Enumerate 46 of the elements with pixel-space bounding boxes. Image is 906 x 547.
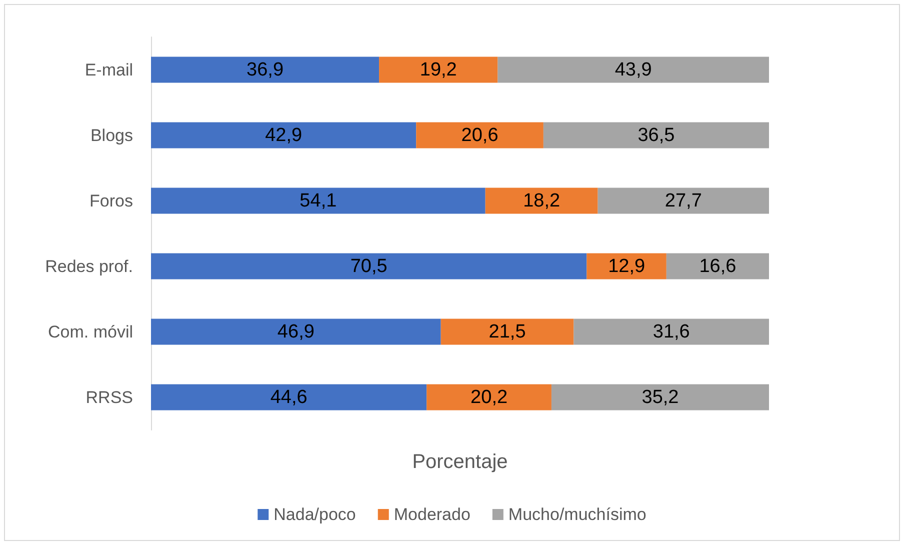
data-label: 44,6 bbox=[270, 386, 308, 408]
bar bbox=[543, 122, 769, 148]
data-label: 16,6 bbox=[699, 256, 736, 277]
bar bbox=[151, 122, 416, 148]
y-tick-label: Foros bbox=[90, 191, 133, 210]
y-tick-label: RRSS bbox=[86, 388, 133, 407]
data-label: 21,5 bbox=[488, 321, 526, 342]
bar bbox=[151, 188, 486, 214]
bar bbox=[498, 56, 769, 83]
data-label: 20,2 bbox=[470, 386, 508, 408]
legend-label: Moderado bbox=[394, 505, 470, 524]
data-label: 46,9 bbox=[277, 321, 314, 342]
data-label: 43,9 bbox=[614, 59, 652, 80]
bar bbox=[426, 384, 552, 410]
y-tick-label: Blogs bbox=[90, 126, 133, 145]
y-tick-label: Redes prof. bbox=[45, 256, 133, 276]
bar bbox=[379, 56, 498, 83]
data-label: 42,9 bbox=[265, 124, 302, 146]
data-label: 12,9 bbox=[608, 256, 646, 277]
bar bbox=[598, 188, 769, 214]
bar bbox=[485, 188, 598, 214]
legend-label: Nada/poco bbox=[274, 505, 356, 524]
legend-label: Mucho/muchísimo bbox=[508, 505, 646, 524]
data-label: 31,6 bbox=[652, 321, 690, 342]
data-label: 70,5 bbox=[350, 256, 388, 277]
x-axis-title: Porcentaje bbox=[412, 451, 508, 473]
data-label: 36,5 bbox=[638, 124, 675, 146]
bar bbox=[416, 122, 544, 148]
data-label: 35,2 bbox=[642, 386, 679, 408]
data-label: 18,2 bbox=[523, 190, 560, 212]
data-label: 36,9 bbox=[246, 59, 284, 80]
data-label: 19,2 bbox=[420, 59, 457, 80]
bar bbox=[151, 318, 441, 345]
bar bbox=[151, 56, 380, 83]
y-tick-label: Com. móvil bbox=[48, 322, 133, 342]
data-label: 27,7 bbox=[664, 190, 702, 212]
bar bbox=[574, 318, 769, 345]
data-label: 20,6 bbox=[461, 124, 498, 146]
bar bbox=[666, 253, 769, 280]
bar bbox=[586, 253, 666, 280]
bar bbox=[551, 384, 769, 410]
bar bbox=[440, 318, 574, 345]
bar bbox=[151, 384, 427, 410]
data-label: 54,1 bbox=[300, 190, 337, 212]
bar bbox=[151, 253, 587, 280]
y-tick-label: E-mail bbox=[84, 60, 133, 80]
